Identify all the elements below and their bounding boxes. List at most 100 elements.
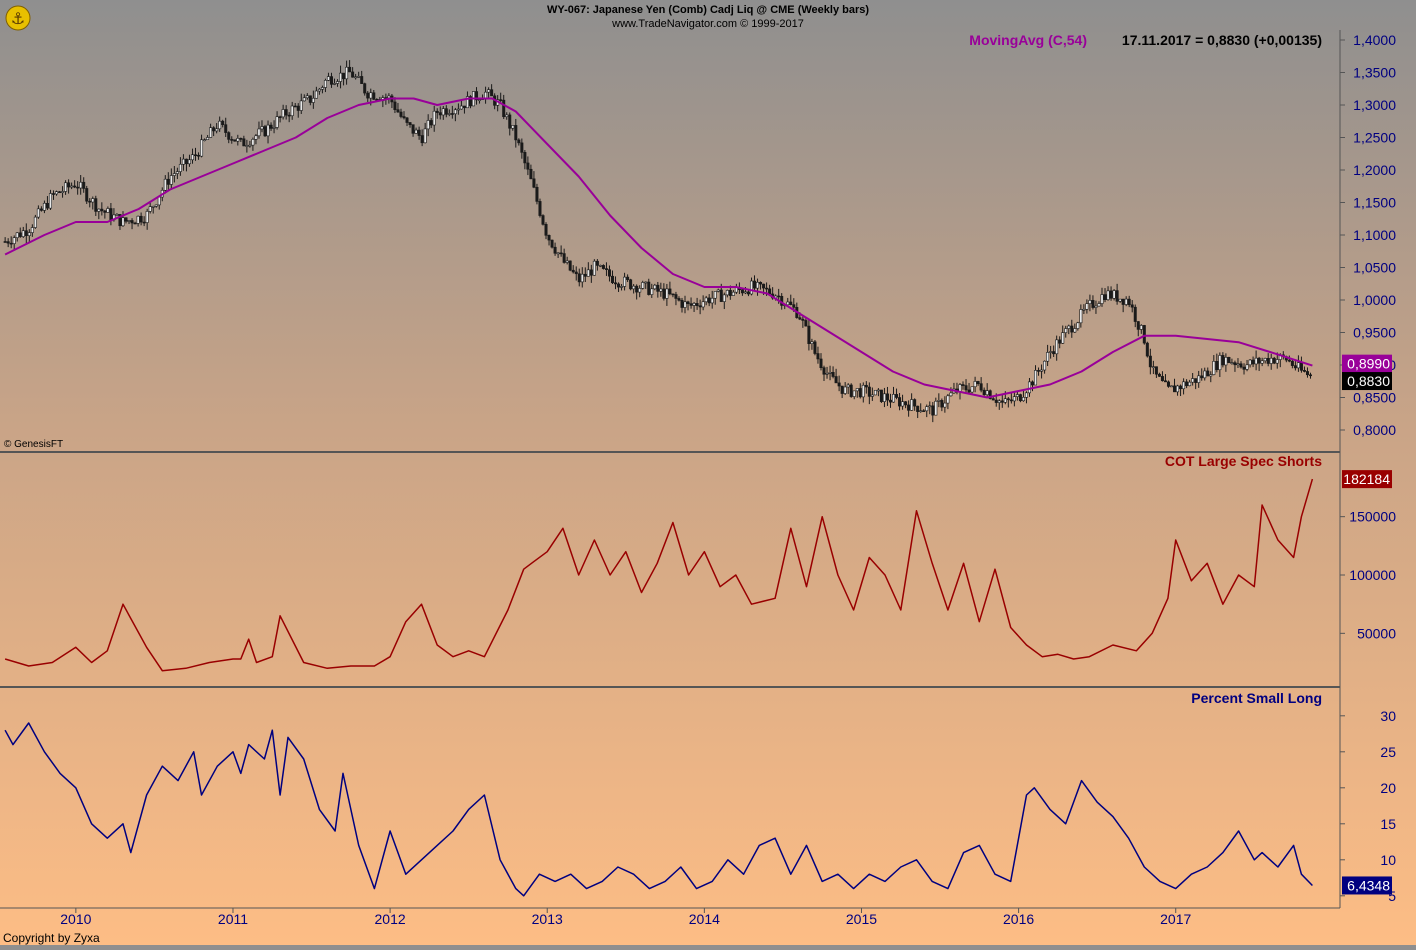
candle-body bbox=[813, 341, 817, 354]
candle-body bbox=[574, 271, 578, 275]
candle-body bbox=[42, 202, 46, 211]
candle-body bbox=[197, 154, 201, 157]
candle-body bbox=[254, 135, 258, 140]
candle-body bbox=[544, 224, 548, 236]
candle-body bbox=[1049, 351, 1053, 353]
candle-body bbox=[1121, 298, 1125, 305]
candle-body bbox=[571, 269, 575, 273]
candle-body bbox=[1021, 397, 1025, 402]
y-tick-label: 0,8500 bbox=[1353, 390, 1396, 406]
candle-body bbox=[1003, 398, 1007, 403]
candle-body bbox=[61, 191, 65, 193]
candle-body bbox=[296, 105, 300, 111]
candle-body bbox=[417, 129, 421, 136]
candle-body bbox=[1200, 375, 1204, 379]
candle-body bbox=[961, 384, 965, 386]
candle-body bbox=[1236, 363, 1240, 366]
candle-body bbox=[677, 298, 681, 301]
candle-body bbox=[1299, 362, 1303, 371]
candle-body bbox=[722, 294, 726, 302]
candle-body bbox=[595, 260, 599, 266]
candle-body bbox=[106, 208, 110, 213]
candle-body bbox=[51, 193, 55, 195]
candle-body bbox=[937, 400, 941, 402]
candle-body bbox=[638, 288, 642, 293]
candle-body bbox=[100, 208, 104, 212]
candle-body bbox=[1170, 385, 1174, 388]
candle-body bbox=[668, 288, 672, 295]
cot-last-value: 182184 bbox=[1343, 471, 1390, 487]
candle-body bbox=[653, 284, 657, 290]
candle-body bbox=[1148, 355, 1152, 368]
candle-body bbox=[67, 182, 71, 188]
cot-last-value-box bbox=[1342, 470, 1392, 489]
candle-body bbox=[1182, 381, 1186, 390]
candle-body bbox=[1157, 373, 1161, 377]
candle-body bbox=[1215, 361, 1219, 371]
candle-body bbox=[970, 386, 974, 393]
candle-body bbox=[623, 276, 627, 287]
candle-body bbox=[1073, 328, 1077, 333]
candle-body bbox=[24, 230, 28, 236]
candle-body bbox=[659, 288, 663, 292]
candle-body bbox=[414, 129, 418, 134]
candle-body bbox=[432, 110, 436, 126]
candle-body bbox=[1212, 361, 1216, 375]
candle-body bbox=[907, 404, 911, 411]
candle-body bbox=[801, 318, 805, 321]
candle-body bbox=[1163, 380, 1167, 383]
candle-body bbox=[251, 139, 255, 146]
candle-body bbox=[674, 294, 678, 299]
candle-body bbox=[740, 289, 744, 294]
candle-body bbox=[901, 401, 905, 407]
candle-body bbox=[1006, 398, 1010, 401]
candle-body bbox=[523, 152, 527, 164]
candle-body bbox=[931, 405, 935, 416]
y-tick-label: 1,0500 bbox=[1353, 260, 1396, 276]
candle-body bbox=[411, 124, 415, 134]
candle-body bbox=[529, 168, 533, 180]
series-lines bbox=[4, 97, 1314, 897]
candle-body bbox=[1188, 381, 1192, 387]
candle-body bbox=[441, 108, 445, 116]
candle-body bbox=[420, 135, 424, 144]
y-tick-label: 1,3000 bbox=[1353, 97, 1396, 113]
candle-body bbox=[299, 100, 303, 111]
candle-body bbox=[994, 399, 998, 403]
candle-body bbox=[260, 126, 264, 130]
candle-body bbox=[166, 178, 170, 185]
candle-body bbox=[1179, 385, 1183, 390]
candle-body bbox=[281, 109, 285, 118]
candle-body bbox=[1293, 365, 1297, 369]
candle-body bbox=[36, 208, 40, 218]
candle-body bbox=[505, 114, 509, 118]
candle-body bbox=[320, 87, 324, 90]
candle-body bbox=[444, 108, 448, 115]
candle-body bbox=[1269, 357, 1273, 364]
candle-body bbox=[982, 389, 986, 396]
candle-body bbox=[357, 76, 361, 78]
candle-body bbox=[459, 105, 463, 110]
candle-body bbox=[910, 399, 914, 411]
candle-body bbox=[27, 232, 31, 236]
candle-body bbox=[879, 389, 883, 402]
candle-body bbox=[351, 71, 355, 78]
candle-body bbox=[1272, 357, 1276, 364]
candle-body bbox=[1263, 358, 1267, 362]
candle-body bbox=[614, 282, 618, 285]
candle-body bbox=[360, 76, 364, 84]
candle-body bbox=[1115, 290, 1119, 302]
candle-body bbox=[1176, 385, 1180, 393]
ma-indicator-label: MovingAvg (C,54) bbox=[969, 32, 1087, 48]
candle-body bbox=[363, 83, 367, 94]
x-tick-label: 2012 bbox=[375, 911, 406, 927]
candle-body bbox=[756, 282, 760, 289]
candle-body bbox=[478, 99, 482, 101]
candle-body bbox=[656, 284, 660, 292]
candle-body bbox=[1076, 322, 1080, 329]
candle-body bbox=[610, 275, 614, 284]
candle-body bbox=[852, 390, 856, 397]
y-tick-label: 1,4000 bbox=[1353, 32, 1396, 48]
candle-body bbox=[200, 139, 204, 157]
candle-body bbox=[749, 280, 753, 295]
